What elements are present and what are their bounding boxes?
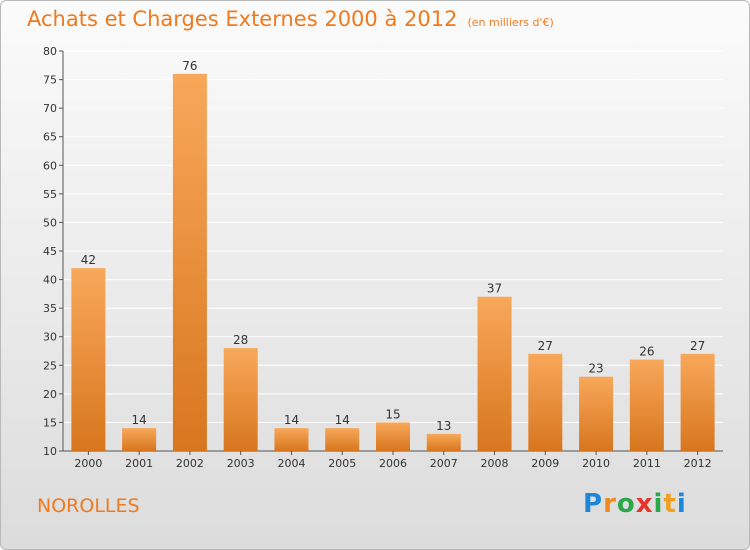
value-label-2010: 23 bbox=[588, 362, 603, 376]
bar-2006 bbox=[376, 422, 410, 451]
bar-2003 bbox=[223, 348, 258, 451]
x-tick-label-2008: 2008 bbox=[481, 457, 509, 470]
chart-title-text: Achats et Charges Externes 2000 à 2012 bbox=[27, 7, 458, 31]
bar-2008 bbox=[477, 296, 512, 451]
axes bbox=[59, 50, 723, 455]
value-label-2009: 27 bbox=[538, 339, 553, 353]
bar-2012 bbox=[680, 353, 715, 451]
x-tick-label-2003: 2003 bbox=[227, 457, 255, 470]
y-tick-label-40: 40 bbox=[43, 274, 57, 287]
value-label-2002: 76 bbox=[182, 59, 197, 73]
value-label-2000: 42 bbox=[81, 253, 96, 267]
y-tick-label-80: 80 bbox=[43, 45, 57, 58]
y-tick-label-55: 55 bbox=[43, 188, 57, 201]
logo-letter: r bbox=[603, 489, 617, 519]
logo-letter: o bbox=[616, 489, 636, 519]
labels: 10 15 20 25 30 35 40 45 50 55 60 65 70 75 80 42 2000 14 20… bbox=[43, 45, 712, 470]
logo-letter: i bbox=[676, 489, 687, 519]
logo-letter: x bbox=[635, 489, 654, 519]
chart-subtitle: (en milliers d'€) bbox=[467, 16, 554, 29]
x-tick-label-2012: 2012 bbox=[684, 457, 712, 470]
value-label-2008: 37 bbox=[487, 282, 502, 296]
x-tick-label-2001: 2001 bbox=[125, 457, 153, 470]
bar-2005 bbox=[325, 428, 360, 451]
gridlines bbox=[63, 50, 723, 452]
value-label-2011: 26 bbox=[639, 345, 654, 359]
x-tick-label-2011: 2011 bbox=[633, 457, 661, 470]
x-tick-label-2007: 2007 bbox=[430, 457, 458, 470]
bar-2004 bbox=[274, 428, 309, 451]
commune-name: NOROLLES bbox=[37, 495, 140, 517]
bars bbox=[71, 73, 715, 451]
x-tick-label-2006: 2006 bbox=[379, 457, 407, 470]
x-tick-label-2009: 2009 bbox=[531, 457, 559, 470]
value-label-2007: 13 bbox=[436, 419, 451, 433]
x-tick-label-2005: 2005 bbox=[328, 457, 356, 470]
logo-letter: i bbox=[653, 489, 664, 519]
value-label-2003: 28 bbox=[233, 333, 248, 347]
y-tick-label-20: 20 bbox=[43, 388, 57, 401]
bar-2011 bbox=[629, 359, 664, 451]
bar-2007 bbox=[426, 433, 461, 451]
y-tick-label-65: 65 bbox=[43, 131, 57, 144]
y-tick-label-75: 75 bbox=[43, 74, 57, 87]
value-label-2004: 14 bbox=[284, 413, 299, 427]
bar-2001 bbox=[122, 428, 157, 451]
x-tick-label-2010: 2010 bbox=[582, 457, 610, 470]
y-tick-label-35: 35 bbox=[43, 302, 57, 315]
value-label-2006: 15 bbox=[385, 407, 400, 421]
y-tick-label-10: 10 bbox=[43, 445, 57, 458]
logo-letter: t bbox=[663, 489, 677, 519]
x-tick-label-2000: 2000 bbox=[74, 457, 102, 470]
y-tick-label-60: 60 bbox=[43, 159, 57, 172]
value-label-2005: 14 bbox=[335, 413, 350, 427]
bar-2002 bbox=[172, 73, 207, 451]
y-tick-label-45: 45 bbox=[43, 245, 57, 258]
x-tick-label-2004: 2004 bbox=[277, 457, 305, 470]
proxiti-logo[interactable]: Proxiti bbox=[583, 489, 687, 519]
y-tick-label-25: 25 bbox=[43, 359, 57, 372]
bar-2000 bbox=[71, 268, 106, 451]
chart-title: Achats et Charges Externes 2000 à 2012 (e… bbox=[27, 7, 554, 31]
y-tick-label-15: 15 bbox=[43, 416, 57, 429]
logo-letter: P bbox=[583, 489, 604, 519]
value-label-2001: 14 bbox=[132, 413, 147, 427]
x-tick-label-2002: 2002 bbox=[176, 457, 204, 470]
y-tick-label-70: 70 bbox=[43, 102, 57, 115]
y-tick-label-30: 30 bbox=[43, 331, 57, 344]
bar-2010 bbox=[579, 376, 614, 451]
y-tick-label-50: 50 bbox=[43, 216, 57, 229]
value-label-2012: 27 bbox=[690, 339, 705, 353]
bar-2009 bbox=[528, 353, 563, 451]
